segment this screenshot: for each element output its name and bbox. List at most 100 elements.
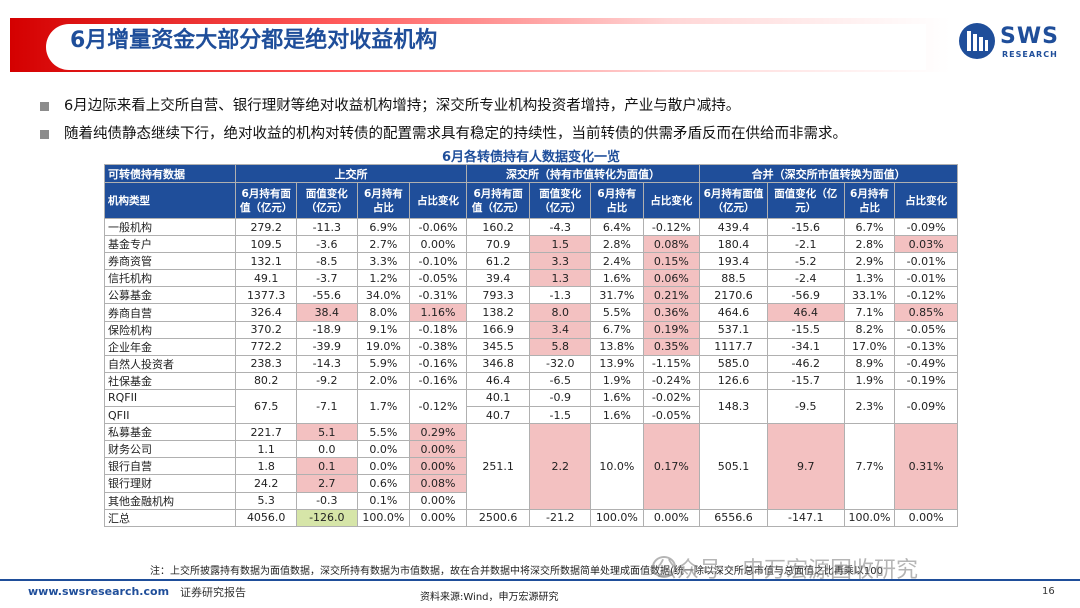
row-label: 银行理财: [103, 474, 237, 493]
table-header-cell: 合并（深交所市值转换为面值）: [699, 164, 958, 183]
table-cell: 0.1: [296, 457, 358, 476]
title-white-tab: [46, 24, 926, 70]
table-cell: 88.5: [699, 269, 768, 288]
row-label: 私募基金: [103, 423, 237, 442]
table-cell: 2.7%: [356, 235, 411, 254]
table-header-cell: 6月持有占比: [356, 182, 411, 219]
row-label: 其他金融机构: [103, 491, 237, 510]
table-row: 银行自营 1.8 0.1 0.0% 0.00%: [103, 457, 958, 476]
table-cell: 505.1: [699, 423, 768, 510]
table-cell: 6.4%: [590, 217, 644, 237]
table-header-cell: 6月持有面值（亿元）: [699, 182, 768, 219]
table-cell: 0.06%: [642, 269, 701, 288]
table-cell: 39.4: [465, 269, 531, 288]
table-cell: 0.0: [296, 440, 358, 459]
row-label: 自然人投资者: [103, 354, 237, 373]
page-title: 6月增量资金大部分都是绝对收益机构: [70, 28, 438, 53]
table-cell: 67.5: [235, 388, 297, 425]
footer-website-link[interactable]: www.swsresearch.com: [28, 585, 170, 598]
bullet-text: 随着纯债静态继续下行，绝对收益的机构对转债的配置需求具有稳定的持续性，当前转债的…: [64, 126, 847, 142]
table-cell: 9.7: [766, 423, 845, 510]
table-cell: 180.4: [699, 235, 768, 254]
table-cell: -0.19%: [894, 371, 958, 390]
table-row: 保险机构 370.2 -18.9 9.1% -0.18% 166.9 3.4 6.7% 0.19…: [103, 320, 958, 339]
table-cell: 0.08%: [409, 474, 467, 493]
table-cell: 1.3%: [843, 269, 896, 288]
table-cell: 238.3: [235, 354, 297, 373]
table-cell: 40.7: [465, 406, 531, 425]
table-cell: 0.6%: [356, 474, 411, 493]
table-cell: -56.9: [766, 286, 845, 305]
table-cell: 0.85%: [894, 303, 958, 322]
table-cell: -0.31%: [409, 286, 467, 305]
table-cell: -9.2: [296, 371, 358, 390]
table-cell: -2.1: [766, 235, 845, 254]
table-cell: 38.4: [296, 303, 358, 322]
bullet-list: 6月边际来看上交所自营、银行理财等绝对收益机构增持；深交所专业机构投资者增持，产…: [38, 95, 1058, 151]
table-cell: -3.7: [296, 269, 358, 288]
table-cell: -0.05%: [409, 269, 467, 288]
table-header-cell: 占比变化: [642, 182, 701, 219]
table-row: 券商自营 326.4 38.4 8.0% 1.16% 138.2 8.0 5.5% 0.36% 4…: [103, 303, 958, 322]
table-cell: 0.31%: [894, 423, 958, 510]
table-cell: 8.9%: [843, 354, 896, 373]
table-cell: 1377.3: [235, 286, 297, 305]
table-cell: 0.00%: [894, 508, 958, 527]
table-cell: 0.0%: [356, 440, 411, 459]
table-cell: 1.1: [235, 440, 297, 459]
table-header-cell: 面值变化（亿元）: [766, 182, 845, 219]
table-cell: -9.5: [766, 388, 845, 425]
footer-divider: [0, 579, 1080, 581]
table-header-row: 可转债持有数据 上交所 深交所（持有市值转化为面值） 合并（深交所市值转换为面值）: [103, 164, 958, 183]
table-cell: 0.19%: [642, 320, 701, 339]
table-cell: -4.3: [529, 217, 592, 237]
table-row: 基金专户 109.5 -3.6 2.7% 0.00% 70.9 1.5 2.8% 0.08% 18…: [103, 235, 958, 254]
table-cell: 10.0%: [590, 423, 644, 510]
row-label: 企业年金: [103, 337, 237, 356]
table-cell: -55.6: [296, 286, 358, 305]
table-cell: 251.1: [465, 423, 531, 510]
table-cell: 5.3: [235, 491, 297, 510]
logo-brand: SWS: [1000, 24, 1059, 49]
row-label: 信托机构: [103, 269, 237, 288]
table-cell: 4056.0: [235, 508, 297, 527]
table-cell: 0.00%: [409, 235, 467, 254]
table-cell: -0.05%: [642, 406, 701, 425]
table-cell: -8.5: [296, 252, 358, 271]
table-cell: 40.1: [465, 388, 531, 408]
table-cell: -15.7: [766, 371, 845, 390]
table-cell: -5.2: [766, 252, 845, 271]
table-header-cell: 6月持有面值（亿元）: [235, 182, 297, 219]
table-cell: 3.4: [529, 320, 592, 339]
table-cell: 70.9: [465, 235, 531, 254]
table-header-cell: 占比变化: [409, 182, 467, 219]
table-header-row: 机构类型 6月持有面值（亿元） 面值变化（亿元） 6月持有占比 占比变化 6月持有面值（亿…: [103, 182, 958, 219]
table-cell: 7.7%: [843, 423, 896, 510]
table-cell: 9.1%: [356, 320, 411, 339]
table-cell: -0.05%: [894, 320, 958, 339]
table-cell: -0.9: [529, 388, 592, 408]
table-cell: 0.00%: [409, 508, 467, 527]
sws-logo-icon: [959, 23, 995, 59]
table-cell: -0.09%: [894, 388, 958, 425]
table-cell: 0.00%: [642, 508, 701, 527]
table-cell: 5.1: [296, 423, 358, 442]
table-cell: 33.1%: [843, 286, 896, 305]
table-row: 其他金融机构 5.3 -0.3 0.1% 0.00%: [103, 491, 958, 510]
table-row: 券商资管 132.1 -8.5 3.3% -0.10% 61.2 3.3 2.4% 0.15% 1…: [103, 252, 958, 271]
table-header-cell: 可转债持有数据: [103, 164, 237, 183]
table-cell: -1.15%: [642, 354, 701, 373]
table-note: 注：上交所披露持有数据为面值数据，深交所持有数据为市值数据，故在合并数据中将深交…: [150, 566, 883, 577]
table-row: 自然人投资者 238.3 -14.3 5.9% -0.16% 346.8 -32.0 13.9…: [103, 354, 958, 373]
table-cell: 2.3%: [843, 388, 896, 425]
table-title: 6月各转债持有人数据变化一览: [441, 150, 621, 165]
table-cell: 3.3%: [356, 252, 411, 271]
table-cell: 1.6%: [590, 406, 644, 425]
table-cell: 80.2: [235, 371, 297, 390]
bullet-text: 6月边际来看上交所自营、银行理财等绝对收益机构增持；深交所专业机构投资者增持，产…: [64, 98, 741, 114]
table-cell: 31.7%: [590, 286, 644, 305]
table-cell: 0.36%: [642, 303, 701, 322]
table-row: 银行理财 24.2 2.7 0.6% 0.08%: [103, 474, 958, 493]
table-cell: -21.2: [529, 508, 592, 527]
table-cell: 34.0%: [356, 286, 411, 305]
